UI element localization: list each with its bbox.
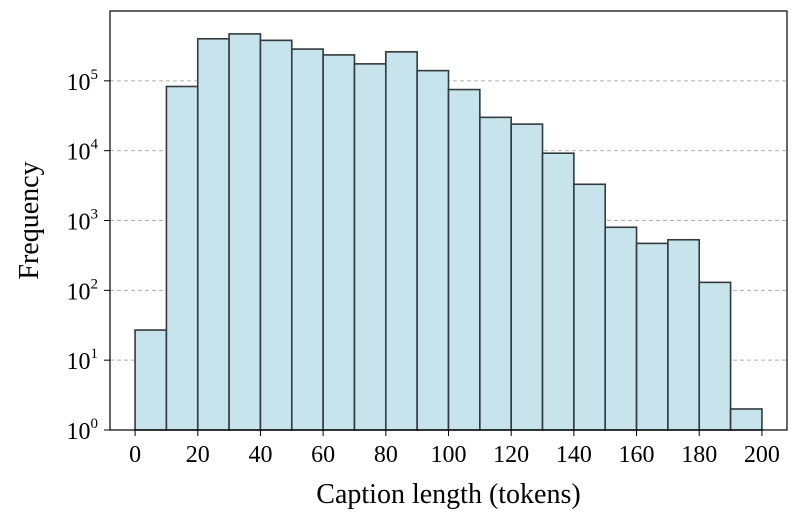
- y-tick-label: 102: [67, 276, 99, 305]
- x-axis-ticks: 0 20 40 60 80 100 120 140 160 180 200: [129, 430, 780, 468]
- x-tick-label: 40: [248, 442, 272, 468]
- histogram-bar: [259, 39, 293, 431]
- histogram-bar: [196, 37, 230, 431]
- x-axis-title: Caption length (tokens): [316, 479, 580, 510]
- y-tick-label: 100: [67, 416, 99, 445]
- y-tick-label: 104: [67, 137, 99, 166]
- x-tick-label: 140: [556, 442, 592, 468]
- x-tick-label: 160: [619, 442, 655, 468]
- y-tick-label: 101: [67, 346, 99, 375]
- y-axis-title: Frequency: [14, 161, 45, 279]
- histogram-bar: [353, 63, 387, 431]
- x-tick-label: 200: [744, 442, 780, 468]
- histogram-bar: [290, 48, 324, 431]
- histogram-bar: [729, 408, 763, 431]
- x-tick-label: 0: [129, 442, 141, 468]
- x-tick-label: 80: [374, 442, 398, 468]
- histogram-bar: [573, 183, 607, 431]
- histogram-bar: [322, 54, 356, 431]
- histogram-bar: [447, 88, 481, 431]
- histogram-bar: [385, 51, 418, 431]
- x-tick-label: 100: [431, 442, 467, 468]
- x-tick-label: 20: [186, 442, 210, 468]
- x-tick-label: 120: [493, 442, 529, 468]
- histogram-bar: [698, 281, 732, 431]
- y-tick-label: 103: [67, 207, 99, 236]
- histogram-bar: [165, 85, 199, 431]
- x-tick-label: 60: [311, 442, 335, 468]
- histogram-bar: [228, 33, 262, 431]
- histogram-bar: [635, 242, 669, 431]
- histogram-bar: [479, 116, 512, 431]
- histogram-bar: [510, 123, 544, 431]
- histogram-bar: [134, 329, 168, 431]
- histogram-bars: [134, 33, 763, 431]
- histogram-bar: [541, 152, 575, 431]
- x-tick-label: 180: [681, 442, 717, 468]
- y-axis-ticks: 100 101 102 103 104 105: [67, 67, 110, 445]
- histogram-bar: [416, 69, 450, 431]
- histogram-bar: [604, 226, 638, 431]
- y-tick-label: 105: [67, 67, 99, 96]
- histogram-bar: [667, 238, 701, 431]
